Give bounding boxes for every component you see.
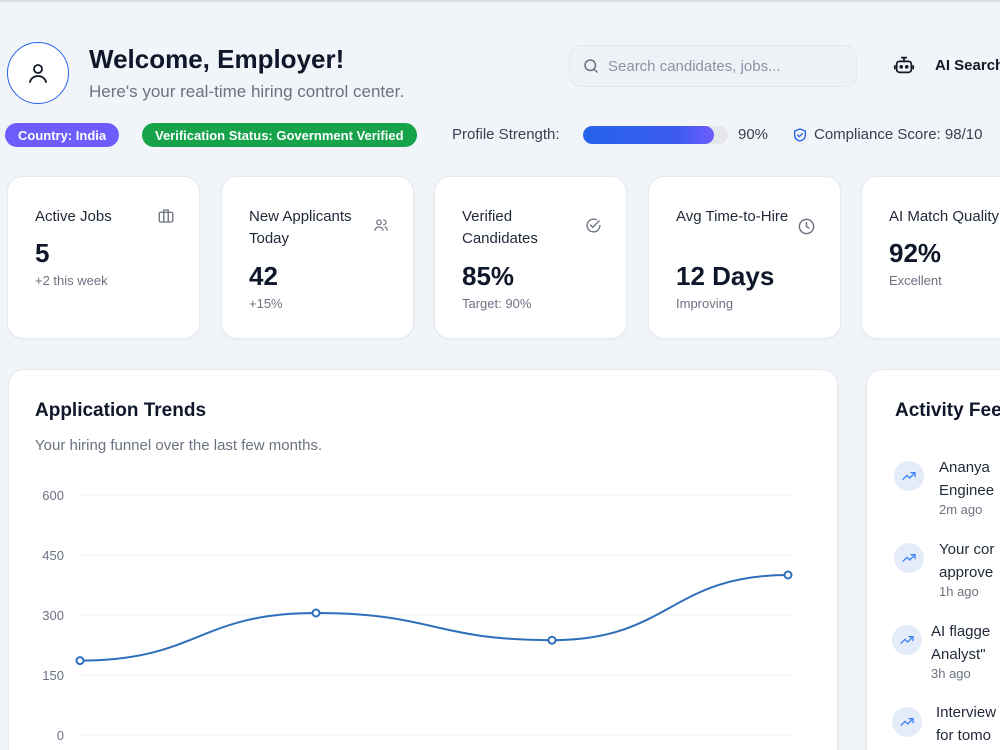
- page-subtitle: Here's your real-time hiring control cen…: [89, 82, 405, 101]
- series-line: [79, 574, 789, 662]
- activity-item-text[interactable]: Ananya Enginee: [939, 459, 995, 499]
- search-box[interactable]: [569, 45, 857, 87]
- stat-value: 85%: [462, 261, 515, 291]
- activity-feed-card: [866, 369, 1000, 750]
- stat-value: 5: [35, 238, 50, 268]
- briefcase-icon: [158, 209, 174, 223]
- shield-check-icon: [794, 127, 806, 142]
- application-trends-chart: 600 450 300 150 0: [42, 488, 793, 743]
- stat-note: Target: 90%: [462, 296, 532, 311]
- stat-note: Improving: [676, 296, 734, 311]
- data-point[interactable]: [75, 656, 85, 666]
- profile-strength-bar: [583, 126, 728, 144]
- trending-up-icon: [892, 625, 922, 655]
- activity-item-time: 3h ago: [931, 666, 971, 681]
- page-title: Welcome, Employer!: [89, 44, 345, 74]
- stat-card-active-jobs[interactable]: Active Jobs 5 +2 this week: [7, 176, 200, 339]
- stat-card-avg-time-to-hire[interactable]: Avg Time-to-Hire 12 Days Improving: [648, 176, 841, 339]
- ai-search-label: AI Search: [935, 56, 1000, 74]
- country-badge: Country: India: [5, 123, 120, 147]
- y-tick-label: 450: [42, 548, 64, 563]
- activity-item-text[interactable]: Interview for tomo: [936, 704, 997, 744]
- data-point[interactable]: [783, 570, 793, 580]
- trending-up-icon: [894, 461, 924, 491]
- activity-feed-title: Activity Feed: [895, 400, 1000, 421]
- robot-icon: [893, 56, 915, 74]
- stat-title: Avg Time-to-Hire: [676, 208, 789, 225]
- stat-note: Excellent: [889, 273, 942, 288]
- profile-strength-value: 90%: [738, 126, 769, 143]
- data-point[interactable]: [311, 608, 321, 618]
- stat-value: 12 Days: [676, 261, 775, 291]
- trending-up-icon: [892, 707, 922, 737]
- user-icon: [29, 64, 47, 83]
- search-input[interactable]: [608, 57, 838, 75]
- stat-title: New Applicants Today: [249, 208, 352, 247]
- profile-strength-label: Profile Strength:: [452, 126, 560, 143]
- y-tick-label: 0: [57, 728, 64, 743]
- profile-strength-fill: [583, 126, 714, 144]
- y-tick-label: 300: [42, 608, 64, 623]
- stat-card-ai-match-quality[interactable]: AI Match Quality 92% Excellent: [861, 176, 1000, 339]
- stat-value: 92%: [889, 238, 942, 268]
- application-trends-card: [8, 369, 838, 750]
- stat-title: Verified Candidates: [462, 208, 538, 247]
- data-point[interactable]: [547, 635, 557, 645]
- stat-note: +2 this week: [35, 273, 108, 288]
- activity-item-time: 1h ago: [939, 584, 979, 599]
- activity-item-time: 2m ago: [939, 502, 983, 517]
- y-tick-label: 600: [42, 488, 64, 503]
- trending-up-icon: [894, 543, 924, 573]
- activity-item-text[interactable]: Your cor approve: [939, 541, 995, 581]
- users-icon: [374, 219, 388, 231]
- stat-note: +15%: [249, 296, 283, 311]
- compliance-score: Compliance Score: 98/10: [792, 126, 982, 143]
- search-icon: [584, 59, 598, 73]
- y-tick-label: 150: [42, 668, 64, 683]
- stat-value: 42: [249, 261, 278, 291]
- compliance-score-label: Compliance Score: 98/10: [814, 126, 983, 143]
- clock-icon: [798, 218, 815, 235]
- stat-title: Active Jobs: [35, 208, 112, 225]
- stat-card-new-applicants[interactable]: New Applicants Today 42 +15%: [221, 176, 414, 339]
- check-circle-icon: [586, 218, 601, 233]
- stat-card-verified-candidates[interactable]: Verified Candidates 85% Target: 90%: [434, 176, 627, 339]
- avatar[interactable]: [7, 42, 69, 104]
- verification-badge: Verification Status: Government Verified: [142, 123, 417, 147]
- stat-title: AI Match Quality: [889, 208, 1000, 225]
- chart-subtitle: Your hiring funnel over the last few mon…: [35, 437, 323, 454]
- chart-title: Application Trends: [35, 400, 207, 421]
- ai-search-button[interactable]: AI Search: [893, 54, 1000, 76]
- activity-item-text[interactable]: AI flagge Analyst": [931, 623, 991, 663]
